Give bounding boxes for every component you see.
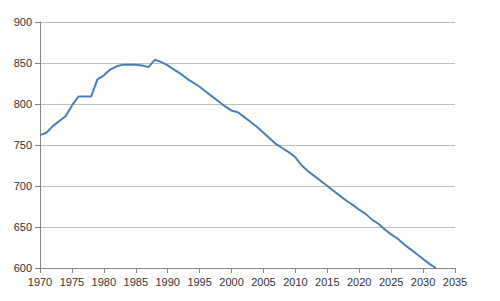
svg-text:2030: 2030 — [411, 276, 435, 288]
svg-text:650: 650 — [14, 221, 32, 233]
svg-text:2005: 2005 — [251, 276, 275, 288]
svg-text:1980: 1980 — [92, 276, 116, 288]
svg-text:2035: 2035 — [443, 276, 467, 288]
svg-text:800: 800 — [14, 98, 32, 110]
svg-text:2015: 2015 — [315, 276, 339, 288]
svg-text:2000: 2000 — [219, 276, 243, 288]
svg-text:1995: 1995 — [187, 276, 211, 288]
svg-text:2020: 2020 — [347, 276, 371, 288]
svg-text:1970: 1970 — [28, 276, 52, 288]
svg-text:700: 700 — [14, 180, 32, 192]
svg-text:1990: 1990 — [155, 276, 179, 288]
svg-text:2010: 2010 — [283, 276, 307, 288]
svg-text:600: 600 — [14, 262, 32, 274]
svg-text:2025: 2025 — [379, 276, 403, 288]
svg-text:900: 900 — [14, 16, 32, 28]
svg-text:1975: 1975 — [60, 276, 84, 288]
svg-text:750: 750 — [14, 139, 32, 151]
svg-text:850: 850 — [14, 57, 32, 69]
svg-text:1985: 1985 — [124, 276, 148, 288]
